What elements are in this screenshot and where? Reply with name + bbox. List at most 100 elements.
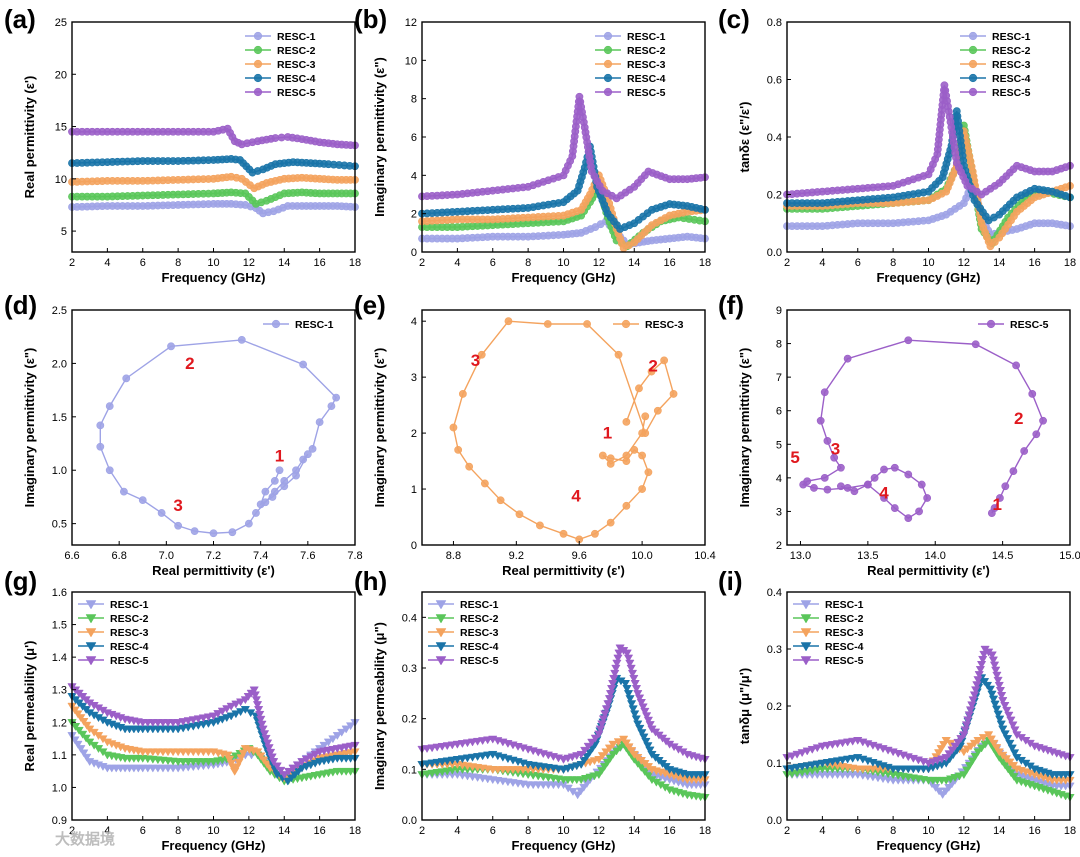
x-tick-label: 18 bbox=[349, 825, 361, 837]
legend-label: RESC-1 bbox=[825, 599, 864, 611]
data-point bbox=[863, 480, 872, 489]
data-point bbox=[973, 737, 983, 745]
data-point bbox=[256, 752, 266, 761]
data-point bbox=[820, 473, 829, 482]
data-point bbox=[261, 487, 270, 496]
legend-label: RESC-2 bbox=[825, 613, 864, 625]
data-point bbox=[217, 707, 227, 716]
data-point bbox=[306, 753, 316, 762]
data-point bbox=[138, 496, 147, 505]
x-tick-label: 10 bbox=[557, 257, 569, 269]
data-point bbox=[288, 764, 298, 773]
y-tick-label: 0 bbox=[411, 540, 417, 552]
data-point bbox=[231, 710, 241, 719]
plot-area bbox=[96, 336, 341, 538]
legend-label: RESC-1 bbox=[460, 599, 499, 611]
data-point bbox=[209, 529, 218, 538]
data-point bbox=[477, 350, 486, 359]
x-axis-label: Real permittivity (ε') bbox=[502, 563, 625, 578]
data-point bbox=[198, 714, 209, 723]
y-tick-label: 4 bbox=[411, 170, 417, 182]
data-point bbox=[253, 706, 264, 714]
data-point bbox=[880, 494, 888, 502]
y-tick-label: 6 bbox=[411, 132, 417, 144]
y-tick-label: 25 bbox=[55, 17, 67, 29]
data-point bbox=[890, 504, 899, 512]
y-tick-label: 0 bbox=[411, 247, 417, 259]
data-point bbox=[992, 671, 1002, 680]
x-tick-label: 12 bbox=[243, 257, 255, 269]
data-point bbox=[991, 705, 1002, 714]
data-point bbox=[626, 700, 637, 709]
data-point bbox=[235, 698, 246, 707]
y-tick-label: 3 bbox=[776, 506, 782, 518]
data-point bbox=[641, 737, 651, 746]
data-point bbox=[620, 680, 631, 688]
chart-panel-5: (e) 8.8 9.2 9.6 10.0 10.4 0 1 2 3 4 Real permittivi… bbox=[354, 290, 716, 578]
panel-label: (f) bbox=[718, 290, 744, 320]
data-point bbox=[633, 720, 643, 729]
data-point bbox=[332, 393, 341, 402]
data-point bbox=[299, 360, 308, 369]
data-point bbox=[270, 477, 279, 485]
data-point bbox=[1005, 739, 1015, 748]
legend-label: RESC-4 bbox=[825, 641, 864, 653]
data-point bbox=[630, 445, 639, 454]
data-point bbox=[880, 465, 888, 474]
y-tick-label: 1.0 bbox=[52, 782, 67, 794]
data-point bbox=[996, 494, 1004, 502]
legend-marker bbox=[435, 642, 447, 652]
data-point bbox=[990, 700, 1000, 709]
data-point bbox=[559, 529, 568, 538]
legend-label: RESC-5 bbox=[992, 87, 1031, 99]
data-point bbox=[635, 384, 643, 393]
data-point bbox=[996, 720, 1006, 729]
data-point bbox=[583, 320, 591, 328]
legend-label: RESC-3 bbox=[992, 59, 1031, 71]
legend-label: RESC-3 bbox=[277, 59, 316, 71]
watermark-text: 大数据境 bbox=[55, 830, 115, 848]
legend-marker bbox=[435, 656, 447, 666]
data-point bbox=[996, 692, 1007, 700]
plot-area bbox=[418, 92, 709, 253]
y-tick-label: 0.1 bbox=[767, 758, 782, 770]
data-point bbox=[978, 734, 988, 743]
x-tick-label: 14 bbox=[278, 825, 290, 837]
data-point bbox=[597, 720, 607, 729]
data-point bbox=[1028, 390, 1037, 398]
data-point bbox=[284, 767, 294, 776]
chart-panel-8: (h) 2 4 6 8 10 12 14 16 18 0.0 0.1 0.2 0.3 0.4 Frequenc… bbox=[354, 566, 711, 853]
data-point bbox=[637, 729, 647, 738]
data-point bbox=[174, 521, 183, 530]
data-point bbox=[465, 462, 474, 471]
x-tick-label: 6.8 bbox=[112, 550, 127, 562]
x-tick-label: 14.5 bbox=[992, 550, 1013, 562]
data-point bbox=[543, 320, 552, 328]
legend-label: RESC-3 bbox=[825, 627, 864, 639]
data-point bbox=[515, 510, 524, 519]
y-axis-label: tanδμ (μ"/μ') bbox=[737, 668, 752, 744]
plot-frame bbox=[421, 309, 706, 546]
data-point bbox=[591, 529, 599, 538]
data-point bbox=[157, 509, 166, 517]
data-point bbox=[985, 685, 996, 694]
data-point bbox=[208, 712, 219, 721]
data-point bbox=[994, 681, 1004, 690]
data-point bbox=[332, 732, 342, 741]
data-point bbox=[995, 715, 1005, 724]
legend-marker bbox=[800, 600, 812, 610]
chart-panel-9: (i) 2 4 6 8 10 12 14 16 18 0.0 0.1 0.2 0.3 0.4 Frequenc… bbox=[718, 566, 1076, 853]
data-point bbox=[597, 752, 608, 761]
data-point bbox=[1010, 726, 1020, 735]
panel-label: (i) bbox=[718, 566, 743, 596]
data-point bbox=[604, 744, 615, 753]
data-point bbox=[587, 738, 597, 747]
data-point bbox=[1000, 730, 1010, 739]
data-point bbox=[638, 703, 648, 712]
data-point bbox=[998, 697, 1008, 705]
data-point bbox=[645, 746, 655, 755]
data-point bbox=[653, 406, 662, 415]
y-tick-label: 1.1 bbox=[52, 750, 67, 762]
data-point bbox=[984, 731, 994, 740]
